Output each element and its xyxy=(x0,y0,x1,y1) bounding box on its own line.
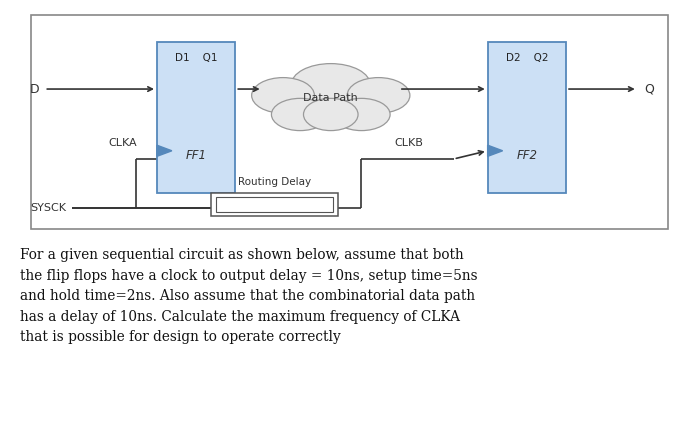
Text: For a given sequential circuit as shown below, assume that both
the flip flops h: For a given sequential circuit as shown … xyxy=(20,248,478,344)
Text: D2    Q2: D2 Q2 xyxy=(505,53,548,63)
Text: Routing Delay: Routing Delay xyxy=(238,177,311,187)
Bar xyxy=(216,197,333,212)
Bar xyxy=(488,42,566,193)
Ellipse shape xyxy=(252,78,314,113)
Text: CLKB: CLKB xyxy=(395,138,424,148)
Bar xyxy=(157,42,235,193)
Bar xyxy=(31,15,668,229)
Text: CLKA: CLKA xyxy=(108,138,137,148)
Bar xyxy=(211,193,338,216)
Text: D: D xyxy=(30,83,40,95)
Ellipse shape xyxy=(347,78,410,113)
Ellipse shape xyxy=(291,64,370,106)
Text: Q: Q xyxy=(644,83,654,95)
Polygon shape xyxy=(488,145,503,156)
Ellipse shape xyxy=(333,98,390,131)
Ellipse shape xyxy=(303,98,358,131)
Text: FF2: FF2 xyxy=(516,149,537,162)
Text: SYSCK: SYSCK xyxy=(31,203,67,213)
Ellipse shape xyxy=(271,98,329,131)
Polygon shape xyxy=(157,145,172,156)
Text: FF1: FF1 xyxy=(186,149,207,162)
Text: Data Path: Data Path xyxy=(303,92,358,103)
Text: D1    Q1: D1 Q1 xyxy=(175,53,218,63)
